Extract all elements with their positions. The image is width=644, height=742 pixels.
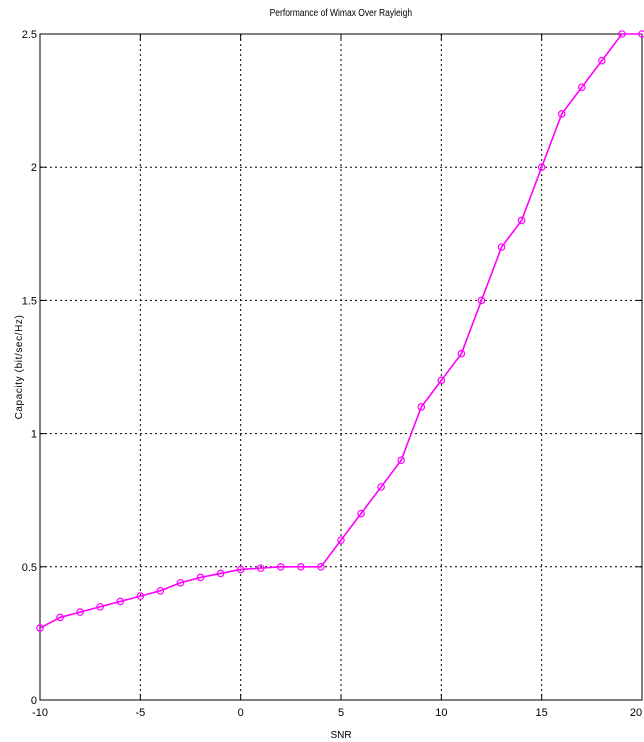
- data-point: [216, 569, 225, 578]
- data-point: [236, 565, 245, 574]
- data-point: [337, 536, 345, 544]
- y-tick-label: 1.5: [22, 295, 37, 307]
- data-point: [497, 243, 506, 251]
- x-tick-label: 15: [536, 707, 548, 719]
- x-axis-title: SNR: [330, 730, 351, 741]
- data-point: [437, 376, 446, 385]
- data-point: [156, 586, 165, 595]
- data-point: [276, 562, 285, 571]
- data-point: [256, 564, 265, 572]
- data-point: [56, 613, 64, 622]
- data-point: [618, 30, 626, 38]
- data-point: [96, 602, 105, 611]
- data-point: [176, 578, 185, 587]
- data-point: [136, 592, 145, 600]
- data-point: [417, 403, 426, 411]
- grid: [40, 33, 642, 700]
- data-point: [577, 83, 586, 92]
- data-point: [477, 296, 486, 305]
- data-point: [377, 483, 385, 491]
- data-point: [557, 110, 566, 118]
- data-point: [196, 573, 205, 582]
- axis-ticks: -10 -5 0 5 10 15 20 0 0.5 1 1.5 2 2.5: [22, 29, 643, 719]
- series-layer: [36, 30, 644, 632]
- data-point: [357, 509, 365, 518]
- x-tick-label: -10: [32, 707, 48, 719]
- y-tick-label: 0.5: [22, 562, 37, 574]
- y-tick-label: 2: [31, 162, 37, 174]
- data-point: [297, 562, 305, 571]
- x-tick-label: 5: [338, 707, 344, 719]
- y-axis-title: Capacity (bit/sec/Hz): [14, 315, 25, 420]
- y-tick-label: 2.5: [22, 29, 37, 41]
- data-point: [537, 163, 546, 172]
- data-point: [457, 349, 466, 358]
- y-tick-label: 1: [31, 429, 37, 441]
- x-tick-label: -5: [135, 707, 145, 719]
- data-point: [317, 562, 325, 571]
- data-point: [36, 624, 44, 632]
- data-point: [517, 216, 526, 225]
- x-tick-label: 10: [435, 707, 447, 719]
- series-line: [39, 33, 642, 629]
- data-point: [76, 608, 84, 616]
- x-tick-label: 20: [630, 707, 642, 719]
- x-tick-label: 0: [238, 707, 244, 719]
- data-point: [116, 597, 125, 606]
- chart-title: Performance of Wimax Over Rayleigh: [270, 7, 412, 18]
- data-point: [638, 30, 644, 38]
- data-point: [598, 56, 606, 65]
- data-point: [397, 456, 406, 465]
- y-tick-label: 0: [31, 695, 37, 707]
